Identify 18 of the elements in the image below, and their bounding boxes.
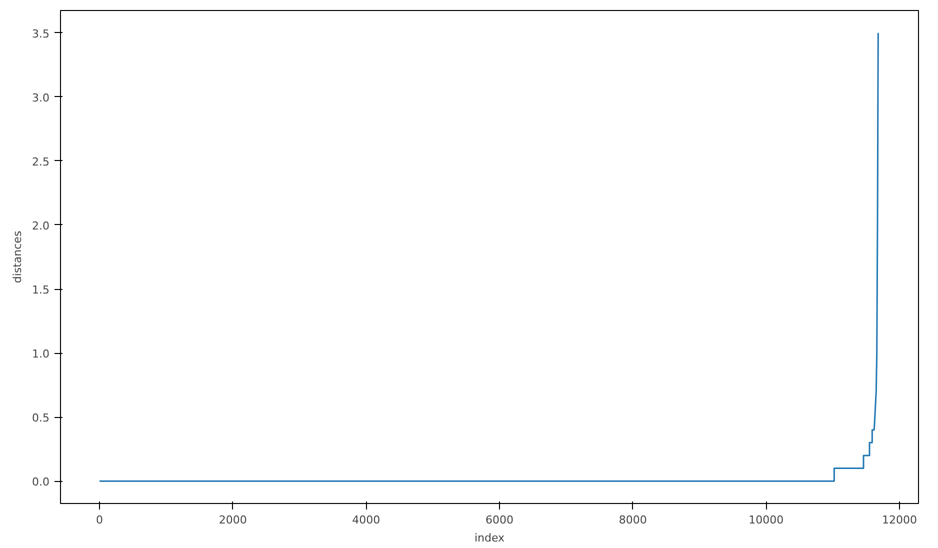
y-tick-label: 3.5 (32, 27, 50, 40)
y-tick-label: 3.0 (32, 91, 50, 104)
y-tick-label: 2.5 (32, 155, 50, 168)
x-tick-label: 10000 (748, 514, 784, 526)
y-tick-label: 1.0 (32, 348, 50, 361)
x-tick-label: 12000 (882, 514, 918, 526)
x-tick-label: 4000 (352, 514, 380, 526)
x-axis-title: index (474, 532, 506, 544)
y-tick-label: 1.5 (32, 284, 50, 297)
x-tick-label: 0 (96, 514, 103, 526)
y-tick-label: 0.0 (32, 476, 50, 489)
y-axis-title: distances (11, 230, 24, 284)
line-series (98, 32, 879, 482)
y-tick-label: 0.5 (32, 412, 50, 425)
x-tick-label: 8000 (618, 514, 647, 526)
x-tick-label: 6000 (486, 514, 514, 526)
x-tick-label: 2000 (218, 514, 247, 526)
y-tick-label: 2.0 (32, 219, 50, 232)
